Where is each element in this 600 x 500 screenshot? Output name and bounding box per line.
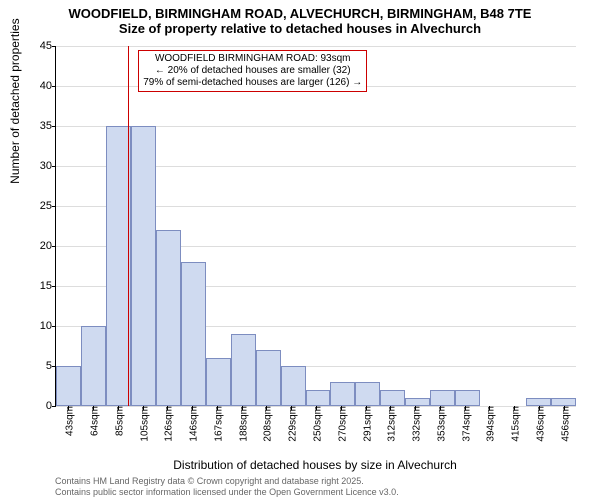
y-tick-label: 35: [28, 120, 56, 132]
chart-container: WOODFIELD, BIRMINGHAM ROAD, ALVECHURCH, …: [0, 0, 600, 500]
x-tick-label: 146sqm: [185, 406, 200, 442]
x-tick-label: 291sqm: [358, 406, 373, 442]
x-tick-label: 126sqm: [160, 406, 175, 442]
x-tick-label: 250sqm: [309, 406, 324, 442]
x-tick-label: 64sqm: [86, 406, 101, 436]
x-tick-label: 353sqm: [432, 406, 447, 442]
y-tick-label: 15: [28, 280, 56, 292]
histogram-bar: [156, 230, 181, 406]
histogram-bar: [306, 390, 331, 406]
chart-title-sub: Size of property relative to detached ho…: [0, 21, 600, 38]
histogram-bar: [455, 390, 480, 406]
x-tick-label: 374sqm: [457, 406, 472, 442]
histogram-bar: [231, 334, 256, 406]
x-tick-label: 415sqm: [507, 406, 522, 442]
histogram-bar: [355, 382, 380, 406]
x-tick-label: 85sqm: [110, 406, 125, 436]
histogram-bar: [106, 126, 131, 406]
y-tick-label: 5: [28, 360, 56, 372]
y-tick-label: 25: [28, 200, 56, 212]
x-tick-label: 394sqm: [482, 406, 497, 442]
x-tick-label: 332sqm: [408, 406, 423, 442]
y-tick-label: 20: [28, 240, 56, 252]
annotation-marker-line: [128, 46, 129, 406]
x-tick-label: 105sqm: [135, 406, 150, 442]
histogram-bar: [206, 358, 231, 406]
y-tick-label: 45: [28, 40, 56, 52]
annotation-line-1: WOODFIELD BIRMINGHAM ROAD: 93sqm: [143, 53, 362, 65]
annotation-line-2: ← 20% of detached houses are smaller (32…: [143, 65, 362, 77]
x-tick-label: 208sqm: [259, 406, 274, 442]
footer-line-1: Contains HM Land Registry data © Crown c…: [55, 476, 399, 487]
histogram-bar: [256, 350, 281, 406]
footer-attribution: Contains HM Land Registry data © Crown c…: [55, 476, 399, 498]
histogram-bar: [56, 366, 81, 406]
y-axis-label: Number of detached properties: [8, 18, 22, 183]
histogram-bar: [551, 398, 576, 406]
histogram-bar: [380, 390, 405, 406]
y-tick-label: 30: [28, 160, 56, 172]
histogram-bar: [330, 382, 355, 406]
x-tick-label: 270sqm: [333, 406, 348, 442]
x-tick-label: 167sqm: [209, 406, 224, 442]
x-tick-label: 188sqm: [234, 406, 249, 442]
histogram-bar: [526, 398, 551, 406]
histogram-bar: [81, 326, 106, 406]
y-tick-label: 0: [28, 400, 56, 412]
chart-title-main: WOODFIELD, BIRMINGHAM ROAD, ALVECHURCH, …: [0, 0, 600, 21]
x-tick-label: 436sqm: [531, 406, 546, 442]
histogram-bar: [405, 398, 430, 406]
plot-area: 051015202530354045 WOODFIELD BIRMINGHAM …: [55, 46, 576, 407]
x-axis-label: Distribution of detached houses by size …: [55, 458, 575, 472]
footer-line-2: Contains public sector information licen…: [55, 487, 399, 498]
histogram-bar: [281, 366, 306, 406]
x-tick-label: 312sqm: [383, 406, 398, 442]
x-tick-label: 43sqm: [61, 406, 76, 436]
x-tick-label: 229sqm: [284, 406, 299, 442]
annotation-box: WOODFIELD BIRMINGHAM ROAD: 93sqm ← 20% o…: [138, 50, 367, 92]
bars-layer: [56, 46, 576, 406]
y-tick-label: 40: [28, 80, 56, 92]
annotation-line-3: 79% of semi-detached houses are larger (…: [143, 77, 362, 89]
histogram-bar: [181, 262, 206, 406]
histogram-bar: [131, 126, 156, 406]
histogram-bar: [430, 390, 455, 406]
x-tick-label: 456sqm: [556, 406, 571, 442]
y-tick-label: 10: [28, 320, 56, 332]
